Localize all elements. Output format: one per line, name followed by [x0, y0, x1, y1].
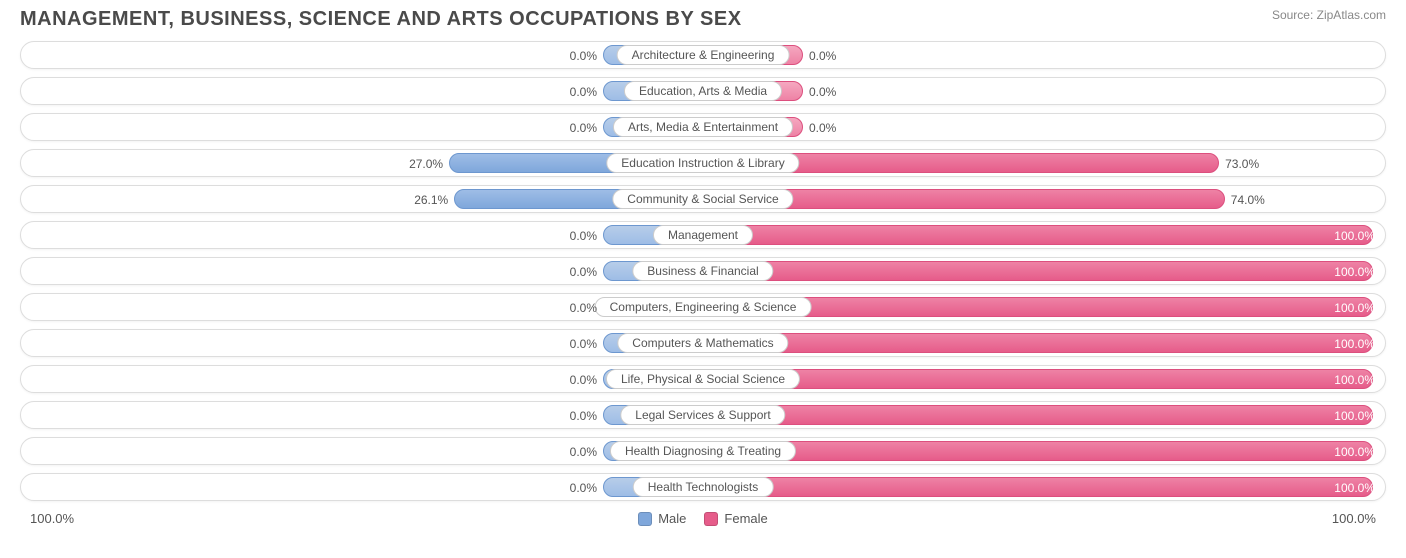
male-pct: 0.0%: [570, 366, 597, 394]
row-label: Life, Physical & Social Science: [606, 369, 800, 389]
legend: Male Female: [638, 511, 768, 526]
male-pct: 0.0%: [570, 222, 597, 250]
table-row: Management 0.0% 100.0%: [20, 221, 1386, 249]
female-bar: [703, 261, 1373, 281]
table-row: Community & Social Service 26.1% 74.0%: [20, 185, 1386, 213]
row-label: Computers, Engineering & Science: [595, 297, 812, 317]
table-row: Business & Financial 0.0% 100.0%: [20, 257, 1386, 285]
male-pct: 0.0%: [570, 438, 597, 466]
male-pct: 0.0%: [570, 474, 597, 502]
female-bar: [703, 477, 1373, 497]
source-name: ZipAtlas.com: [1317, 8, 1386, 22]
female-bar: [703, 441, 1373, 461]
row-label: Health Technologists: [633, 477, 774, 497]
female-bar: [703, 225, 1373, 245]
table-row: Health Diagnosing & Treating 0.0% 100.0%: [20, 437, 1386, 465]
legend-male-label: Male: [658, 511, 686, 526]
female-pct: 0.0%: [809, 78, 836, 106]
chart-title: MANAGEMENT, BUSINESS, SCIENCE AND ARTS O…: [20, 8, 742, 31]
female-pct: 0.0%: [809, 114, 836, 142]
female-bar: [703, 333, 1373, 353]
row-label: Business & Financial: [632, 261, 773, 281]
female-pct: 74.0%: [1231, 186, 1265, 214]
male-pct: 0.0%: [570, 114, 597, 142]
row-label: Community & Social Service: [612, 189, 793, 209]
female-pct: 100.0%: [1334, 438, 1375, 466]
female-pct: 100.0%: [1334, 474, 1375, 502]
male-pct: 0.0%: [570, 402, 597, 430]
row-label: Education, Arts & Media: [624, 81, 782, 101]
row-label: Computers & Mathematics: [617, 333, 788, 353]
female-pct: 100.0%: [1334, 258, 1375, 286]
row-label: Education Instruction & Library: [606, 153, 799, 173]
chart-footer: 100.0% Male Female 100.0%: [0, 509, 1406, 526]
row-label: Legal Services & Support: [620, 405, 785, 425]
row-label: Arts, Media & Entertainment: [613, 117, 793, 137]
chart-source: Source: ZipAtlas.com: [1272, 8, 1386, 22]
legend-female: Female: [704, 511, 767, 526]
female-pct: 73.0%: [1225, 150, 1259, 178]
male-pct: 0.0%: [570, 330, 597, 358]
male-pct: 27.0%: [409, 150, 443, 178]
axis-left-label: 100.0%: [30, 511, 74, 526]
source-prefix: Source:: [1272, 8, 1317, 22]
table-row: Education, Arts & Media 0.0% 0.0%: [20, 77, 1386, 105]
row-label: Health Diagnosing & Treating: [610, 441, 796, 461]
male-pct: 0.0%: [570, 258, 597, 286]
male-swatch-icon: [638, 512, 652, 526]
table-row: Computers & Mathematics 0.0% 100.0%: [20, 329, 1386, 357]
female-swatch-icon: [704, 512, 718, 526]
legend-male: Male: [638, 511, 686, 526]
table-row: Architecture & Engineering 0.0% 0.0%: [20, 41, 1386, 69]
table-row: Health Technologists 0.0% 100.0%: [20, 473, 1386, 501]
axis-right-label: 100.0%: [1332, 511, 1376, 526]
table-row: Life, Physical & Social Science 0.0% 100.0…: [20, 365, 1386, 393]
female-pct: 100.0%: [1334, 222, 1375, 250]
row-label: Management: [653, 225, 753, 245]
table-row: Education Instruction & Library 27.0% 73.0…: [20, 149, 1386, 177]
chart-area: Architecture & Engineering0.0%0.0%Educat…: [0, 37, 1406, 501]
table-row: Arts, Media & Entertainment 0.0% 0.0%: [20, 113, 1386, 141]
female-pct: 100.0%: [1334, 294, 1375, 322]
female-bar: [703, 405, 1373, 425]
legend-female-label: Female: [724, 511, 767, 526]
female-pct: 100.0%: [1334, 402, 1375, 430]
male-pct: 26.1%: [414, 186, 448, 214]
male-pct: 0.0%: [570, 42, 597, 70]
female-pct: 100.0%: [1334, 366, 1375, 394]
male-pct: 0.0%: [570, 294, 597, 322]
table-row: Legal Services & Support 0.0% 100.0%: [20, 401, 1386, 429]
male-pct: 0.0%: [570, 78, 597, 106]
row-label: Architecture & Engineering: [617, 45, 790, 65]
table-row: Computers, Engineering & Science0.0% 100.…: [20, 293, 1386, 321]
female-pct: 0.0%: [809, 42, 836, 70]
female-pct: 100.0%: [1334, 330, 1375, 358]
chart-header: MANAGEMENT, BUSINESS, SCIENCE AND ARTS O…: [0, 0, 1406, 37]
female-bar: [703, 369, 1373, 389]
